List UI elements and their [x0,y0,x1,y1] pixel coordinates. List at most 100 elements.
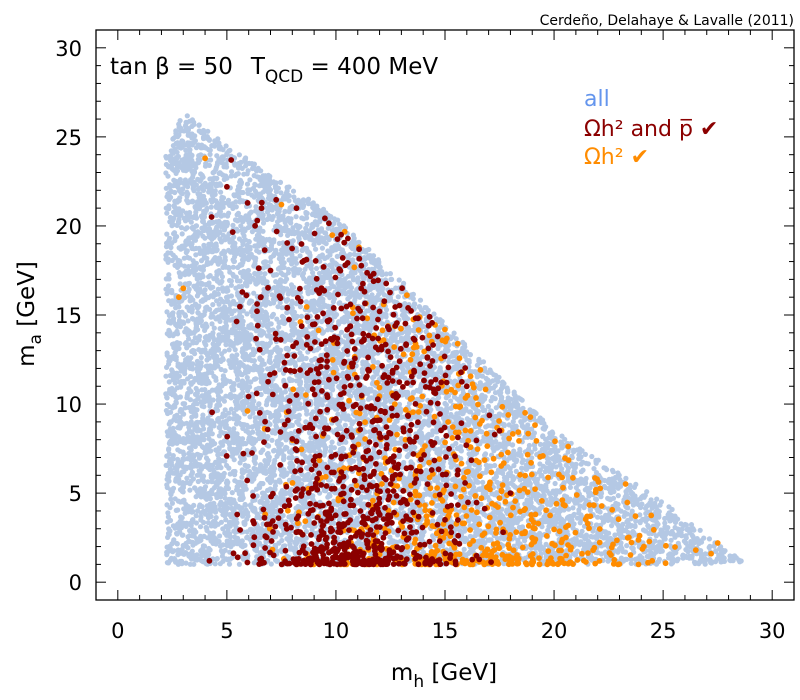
point-all [308,435,314,441]
point-all [467,409,474,415]
point-all [205,520,211,526]
point-all [200,233,206,239]
point-all [163,153,169,160]
point-all [395,532,401,538]
point-all [633,481,639,487]
point-all [370,375,376,381]
point-all [334,502,340,508]
point-all [579,528,585,534]
point-all [525,422,531,428]
point-all [189,414,195,420]
point-all [350,274,356,281]
point-all [462,408,468,414]
point-all [196,455,202,461]
point-all [685,548,691,555]
point-all [182,312,188,318]
point-all [293,260,300,266]
point-all [629,508,635,514]
points-layer [163,113,744,568]
point-all [304,221,310,227]
point-all [401,459,407,466]
point-all [224,557,230,563]
point-all [297,304,303,310]
point-all [610,469,616,475]
point-all [295,396,301,403]
point-all [275,418,281,424]
point-all [271,239,277,245]
point-all [231,457,237,463]
point-all [230,264,236,270]
point-all [529,455,535,461]
point-all [687,554,693,560]
point-all [210,341,216,347]
point-all [396,401,403,407]
point-all [319,245,325,251]
point-all [207,273,213,279]
point-all [204,525,210,531]
point-all [219,274,225,280]
point-all [268,414,274,420]
point-all [196,468,202,474]
point-all [387,398,393,404]
point-all [276,324,282,330]
point-all [654,496,660,502]
point-all [205,465,211,471]
point-all [253,208,259,214]
point-all [239,474,245,480]
point-all [314,222,320,228]
point-all [595,514,601,520]
point-all [176,270,182,276]
point-all [244,171,250,177]
point-all [251,173,257,179]
point-all [394,353,400,359]
point-all [229,490,235,496]
point-all [628,556,634,562]
point-all [186,336,192,342]
point-all [247,431,253,437]
point-all [164,453,170,459]
point-all [166,379,172,385]
point-all [228,406,234,412]
point-all [474,374,480,380]
point-all [276,240,282,246]
point-all [483,424,489,430]
point-all [165,514,171,520]
point-all [182,405,188,411]
point-all [180,464,186,470]
point-all [178,378,185,385]
point-all [505,485,511,491]
point-all [280,272,286,278]
point-all [582,451,589,457]
point-all [323,241,329,247]
point-all [307,462,313,468]
point-all [521,425,527,431]
point-all [181,263,188,269]
point-all [466,518,472,524]
point-all [196,122,202,128]
point-all [325,248,331,254]
point-all [218,429,224,435]
point-all [543,541,549,548]
point-all [252,243,258,249]
point-all [172,413,178,419]
point-all [164,502,170,508]
point-all [659,528,666,535]
point-all [269,437,275,443]
point-all [266,395,272,401]
point-all [383,482,389,489]
point-all [204,535,211,541]
point-all [448,398,454,404]
point-all [189,198,196,204]
point-all [184,464,190,471]
point-all [335,411,341,417]
point-all [174,340,180,346]
point-all [497,535,503,541]
point-all [417,297,424,303]
point-all [210,397,216,403]
point-all [637,518,643,524]
point-all [702,561,708,567]
point-all [225,479,231,485]
point-all [292,363,299,369]
point-all [174,530,180,537]
point-all [277,179,284,185]
